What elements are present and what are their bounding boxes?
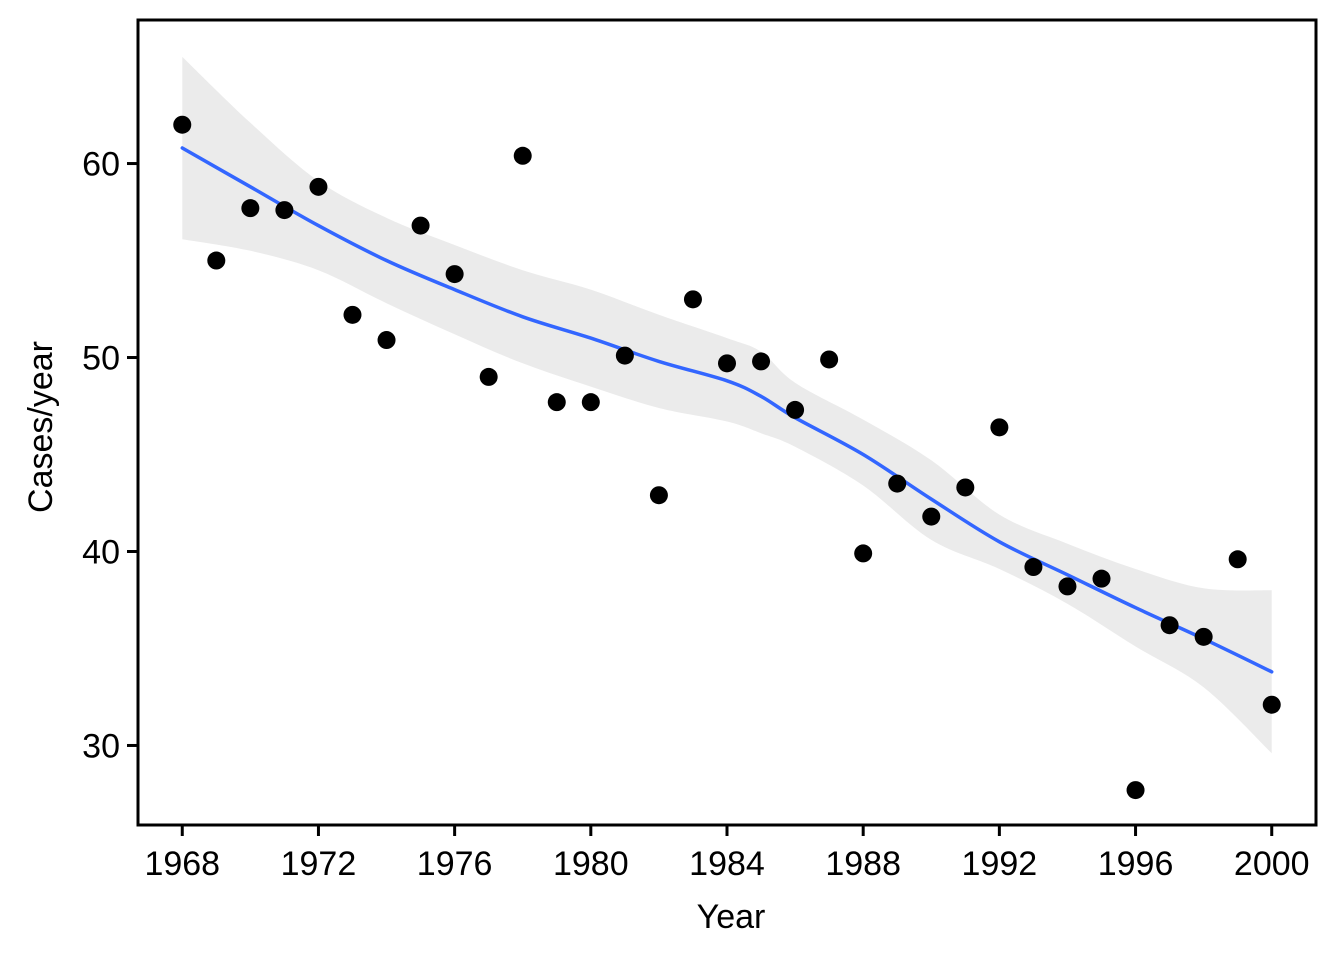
data-point	[888, 474, 907, 493]
data-point	[547, 393, 566, 412]
panel-border	[136, 18, 1318, 827]
data-point	[1228, 550, 1247, 569]
data-point	[309, 177, 328, 196]
data-point	[411, 216, 430, 235]
x-tick-label: 1976	[417, 845, 493, 883]
data-points-layer	[173, 115, 1281, 800]
data-point	[241, 199, 260, 218]
data-point	[854, 544, 873, 563]
y-axis-title: Cases/year	[22, 341, 60, 513]
data-point	[173, 115, 192, 134]
data-point	[820, 350, 839, 369]
x-tick-label: 1984	[689, 845, 765, 883]
x-tick-label: 1992	[962, 845, 1038, 883]
data-point	[377, 331, 396, 350]
x-tick-label: 2000	[1234, 845, 1310, 883]
data-point	[1024, 558, 1043, 577]
x-tick-label: 1972	[281, 845, 357, 883]
x-axis: 1968 1972 1976 1980 1984 1988 1992 1996 2000	[144, 825, 1310, 883]
data-point	[275, 201, 294, 220]
y-tick-label: 40	[82, 533, 120, 571]
data-point	[1160, 616, 1179, 635]
data-point	[956, 478, 975, 497]
x-tick-label: 1968	[144, 845, 220, 883]
data-point	[752, 352, 771, 371]
data-point	[718, 354, 736, 373]
smooth-line	[180, 146, 1274, 674]
data-point	[1126, 781, 1145, 800]
data-point	[786, 400, 805, 419]
data-point	[615, 346, 634, 365]
confidence-band	[182, 56, 1272, 754]
x-tick-label: 1980	[553, 845, 629, 883]
data-point	[1058, 577, 1077, 596]
data-point	[581, 393, 600, 412]
data-point	[922, 507, 941, 526]
smooth-line-layer	[180, 146, 1274, 674]
data-point	[343, 305, 362, 324]
x-axis-title: Year	[697, 898, 766, 936]
x-tick-label: 1988	[825, 845, 901, 883]
confidence-band-layer	[182, 56, 1272, 754]
data-point	[513, 146, 532, 165]
data-point	[649, 486, 668, 505]
data-point	[207, 251, 226, 270]
x-tick-label: 1996	[1098, 845, 1174, 883]
data-point	[479, 367, 498, 386]
data-point	[1092, 569, 1111, 588]
data-point	[683, 290, 702, 309]
data-point	[990, 418, 1009, 437]
data-point	[1262, 695, 1281, 714]
y-tick-label: 50	[82, 340, 120, 378]
data-point	[1194, 627, 1213, 646]
data-point	[445, 265, 464, 284]
y-tick-label: 30	[82, 727, 120, 765]
y-axis: 30 40 50 60	[82, 146, 138, 765]
y-tick-label: 60	[82, 146, 120, 184]
